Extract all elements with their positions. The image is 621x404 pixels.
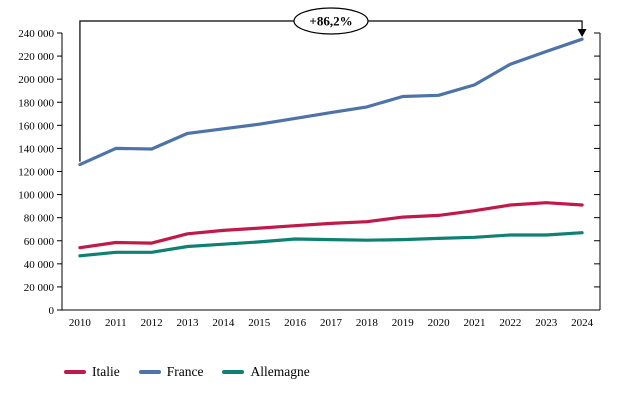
- annotation-arrow-icon: [577, 29, 587, 37]
- y-tick-label: 140 000: [18, 143, 54, 155]
- x-tick-label: 2013: [177, 317, 200, 329]
- legend-label: Allemagne: [250, 364, 310, 379]
- y-tick-label: 80 000: [24, 213, 55, 225]
- x-tick-label: 2010: [69, 317, 92, 329]
- x-tick-label: 2018: [356, 317, 379, 329]
- y-tick-label: 240 000: [18, 28, 54, 40]
- y-tick-label: 200 000: [18, 74, 54, 86]
- legend-swatch-icon: [138, 370, 161, 374]
- y-tick-label: 220 000: [18, 51, 54, 63]
- y-tick-label: 100 000: [18, 190, 54, 202]
- x-tick-label: 2015: [248, 317, 271, 329]
- x-tick-label: 2021: [463, 317, 485, 329]
- x-tick-label: 2011: [105, 317, 127, 329]
- y-tick-label: 40 000: [24, 259, 55, 271]
- y-tick-label: 20 000: [24, 282, 55, 294]
- y-tick-label: 120 000: [18, 167, 54, 179]
- line-chart: 0 20 000 40 000 60 000 80 000 100 000 120 000 1…: [18, 7, 601, 329]
- x-tick-label: 2023: [535, 317, 558, 329]
- x-tick-label: 2014: [212, 317, 235, 329]
- series-line-allemagne: [78, 231, 584, 258]
- series-line-italie: [78, 201, 584, 250]
- annotation-label: +86,2%: [309, 14, 352, 29]
- legend-item-allemagne: Allemagne: [222, 364, 310, 379]
- legend-item-france: France: [138, 364, 204, 379]
- x-tick-label: 2022: [499, 317, 521, 329]
- y-tick-label: 60 000: [24, 236, 55, 248]
- legend: Italie France Allemagne: [64, 365, 310, 379]
- legend-item-italie: Italie: [64, 365, 120, 379]
- series-line-france: [78, 37, 584, 167]
- y-tick-label: 180 000: [18, 97, 54, 109]
- legend-label: Italie: [92, 364, 120, 379]
- annotation-bracket: [79, 20, 583, 162]
- legend-swatch-icon: [64, 370, 86, 374]
- x-tick-label: 2017: [320, 317, 343, 329]
- y-tick-label: 0: [49, 305, 55, 317]
- x-tick-label: 2020: [428, 317, 451, 329]
- x-tick-label: 2012: [141, 317, 163, 329]
- x-tick-label: 2024: [571, 317, 594, 329]
- legend-swatch-icon: [222, 370, 245, 374]
- y-tick-label: 160 000: [18, 120, 54, 132]
- x-tick-label: 2019: [392, 317, 415, 329]
- annotation-ellipse: [293, 7, 369, 35]
- legend-label: France: [166, 364, 204, 379]
- x-tick-label: 2016: [284, 317, 307, 329]
